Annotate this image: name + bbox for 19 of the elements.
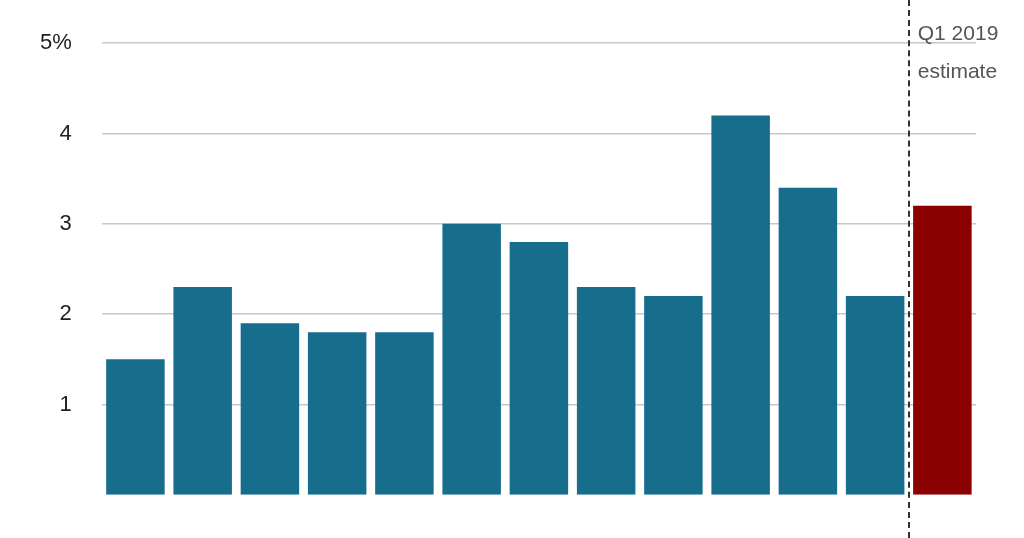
bar bbox=[913, 205, 972, 495]
bar bbox=[442, 223, 501, 495]
bar bbox=[576, 287, 636, 495]
y-tick-label: 5% bbox=[40, 29, 72, 55]
bar bbox=[509, 241, 569, 495]
bar bbox=[240, 323, 300, 495]
bar bbox=[845, 296, 905, 495]
bar bbox=[711, 115, 770, 495]
y-tick-label: 3 bbox=[59, 209, 72, 235]
bar bbox=[173, 287, 232, 495]
bar bbox=[307, 332, 367, 495]
bar bbox=[106, 359, 165, 495]
annotation: Q1 2019 estimate bbox=[917, 20, 999, 84]
y-tick-label: 4 bbox=[59, 119, 72, 145]
bar bbox=[778, 187, 838, 495]
y-tick-label: 1 bbox=[59, 390, 72, 416]
bar bbox=[644, 296, 703, 495]
bar bbox=[375, 332, 434, 495]
y-tick-label: 2 bbox=[59, 300, 72, 326]
